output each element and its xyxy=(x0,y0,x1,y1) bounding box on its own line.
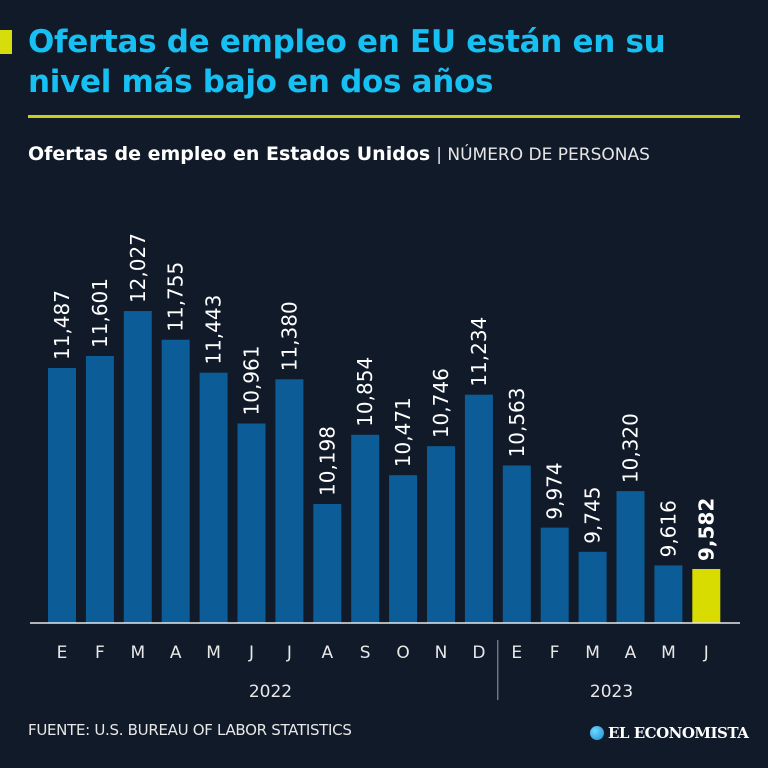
page-title: Ofertas de empleo en EU están en su nive… xyxy=(28,24,666,100)
bar xyxy=(540,527,569,623)
bar xyxy=(654,565,683,623)
chart-subtitle: Ofertas de empleo en Estados Unidos | NÚ… xyxy=(28,138,708,171)
data-label: 9,616 xyxy=(656,500,680,557)
brand-logo: EL ECONOMISTA xyxy=(590,724,749,742)
bar xyxy=(237,423,266,623)
x-tick-label: M xyxy=(661,643,676,663)
source-note: FUENTE: U.S. BUREAU OF LABOR STATISTICS xyxy=(28,721,352,739)
data-label: 9,582 xyxy=(694,498,718,561)
x-tick-label: E xyxy=(511,643,522,663)
bar xyxy=(85,355,114,623)
x-tick-label: N xyxy=(435,643,448,663)
bar xyxy=(464,394,493,623)
data-label: 10,854 xyxy=(353,357,377,427)
data-label: 10,563 xyxy=(505,388,529,458)
globe-logo-icon xyxy=(590,726,604,740)
data-label: 10,471 xyxy=(391,397,415,467)
x-tick-label: F xyxy=(550,643,560,663)
data-label: 11,443 xyxy=(202,295,226,365)
bar xyxy=(692,568,721,623)
bar xyxy=(123,311,152,623)
bar xyxy=(427,446,455,623)
data-label: 12,027 xyxy=(126,233,150,303)
x-tick-label: M xyxy=(585,643,600,663)
data-label: 10,746 xyxy=(429,368,453,438)
data-label: 9,745 xyxy=(581,487,605,544)
data-label: 11,487 xyxy=(50,290,74,360)
bar xyxy=(313,503,342,623)
x-tick-label: A xyxy=(170,643,182,663)
bar xyxy=(616,491,645,623)
bar xyxy=(48,368,76,623)
x-tick-label: A xyxy=(625,643,637,663)
x-tick-label: O xyxy=(396,643,409,663)
data-label: 11,380 xyxy=(277,301,301,371)
chart-unit: | NÚMERO DE PERSONAS xyxy=(436,145,650,165)
chart-title: Ofertas de empleo en Estados Unidos xyxy=(28,143,431,165)
bar xyxy=(502,465,531,623)
bar xyxy=(199,372,228,623)
bar xyxy=(351,434,380,623)
x-tick-label: J xyxy=(248,643,254,663)
x-tick-label: E xyxy=(57,643,68,663)
data-label: 10,320 xyxy=(619,413,643,483)
title-accent-mark xyxy=(0,30,12,54)
x-tick-label: M xyxy=(130,643,145,663)
x-tick-label: F xyxy=(95,643,105,663)
data-label: 10,198 xyxy=(315,426,339,496)
x-tick-label: S xyxy=(360,643,371,663)
data-label: 11,601 xyxy=(88,278,112,348)
x-tick-label: M xyxy=(206,643,221,663)
data-label: 10,961 xyxy=(240,346,264,416)
title-divider xyxy=(28,115,740,118)
bar xyxy=(275,379,304,623)
data-label: 11,755 xyxy=(164,262,188,332)
data-label: 11,234 xyxy=(467,317,491,387)
x-tick-label: J xyxy=(286,643,292,663)
brand-name: EL ECONOMISTA xyxy=(608,724,749,742)
year-label: 2023 xyxy=(590,682,633,702)
x-tick-label: D xyxy=(472,643,485,663)
x-tick-label: A xyxy=(321,643,333,663)
data-label: 9,974 xyxy=(543,462,567,519)
bar xyxy=(389,475,418,623)
x-tick-label: J xyxy=(703,643,709,663)
year-label: 2022 xyxy=(249,682,292,702)
bar xyxy=(161,339,190,623)
bar xyxy=(578,551,607,623)
